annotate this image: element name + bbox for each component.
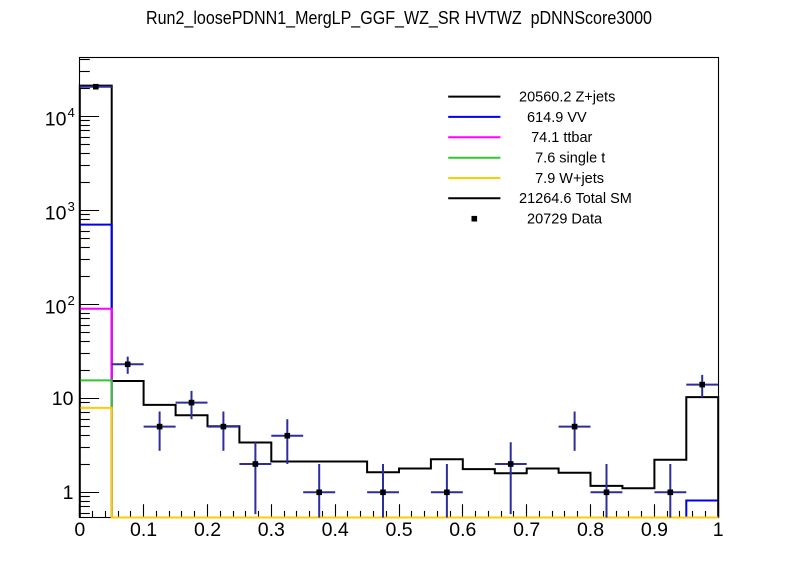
svg-text:0.1: 0.1 <box>130 519 157 541</box>
svg-text:10: 10 <box>45 297 67 319</box>
svg-text:74.1 ttbar: 74.1 ttbar <box>519 130 593 146</box>
svg-text:7.9 W+jets: 7.9 W+jets <box>519 171 604 187</box>
svg-text:0.5: 0.5 <box>385 519 412 541</box>
svg-text:0.6: 0.6 <box>449 519 476 541</box>
svg-text:1: 1 <box>713 519 724 541</box>
svg-text:0.9: 0.9 <box>641 519 668 541</box>
svg-text:20729 Data: 20729 Data <box>519 212 603 228</box>
svg-text:10: 10 <box>45 203 67 225</box>
svg-text:0.7: 0.7 <box>513 519 540 541</box>
svg-text:0.2: 0.2 <box>194 519 221 541</box>
svg-text:1: 1 <box>63 482 74 504</box>
svg-text:2: 2 <box>68 293 75 308</box>
svg-text:20560.2 Z+jets: 20560.2 Z+jets <box>519 90 615 106</box>
svg-text:10: 10 <box>45 109 67 131</box>
svg-text:Run2_loosePDNN1_MergLP_GGF_WZ_: Run2_loosePDNN1_MergLP_GGF_WZ_SR HVTWZ p… <box>146 7 652 29</box>
svg-text:614.9 VV: 614.9 VV <box>519 110 587 126</box>
svg-text:0: 0 <box>74 519 85 541</box>
svg-text:0.3: 0.3 <box>258 519 285 541</box>
svg-text:3: 3 <box>68 199 75 214</box>
svg-text:10: 10 <box>52 388 74 410</box>
svg-text:4: 4 <box>68 105 75 120</box>
svg-text:21264.6 Total SM: 21264.6 Total SM <box>519 191 632 207</box>
svg-text:0.8: 0.8 <box>577 519 604 541</box>
svg-text:0.4: 0.4 <box>322 519 349 541</box>
svg-text:7.6 single t: 7.6 single t <box>519 151 605 167</box>
